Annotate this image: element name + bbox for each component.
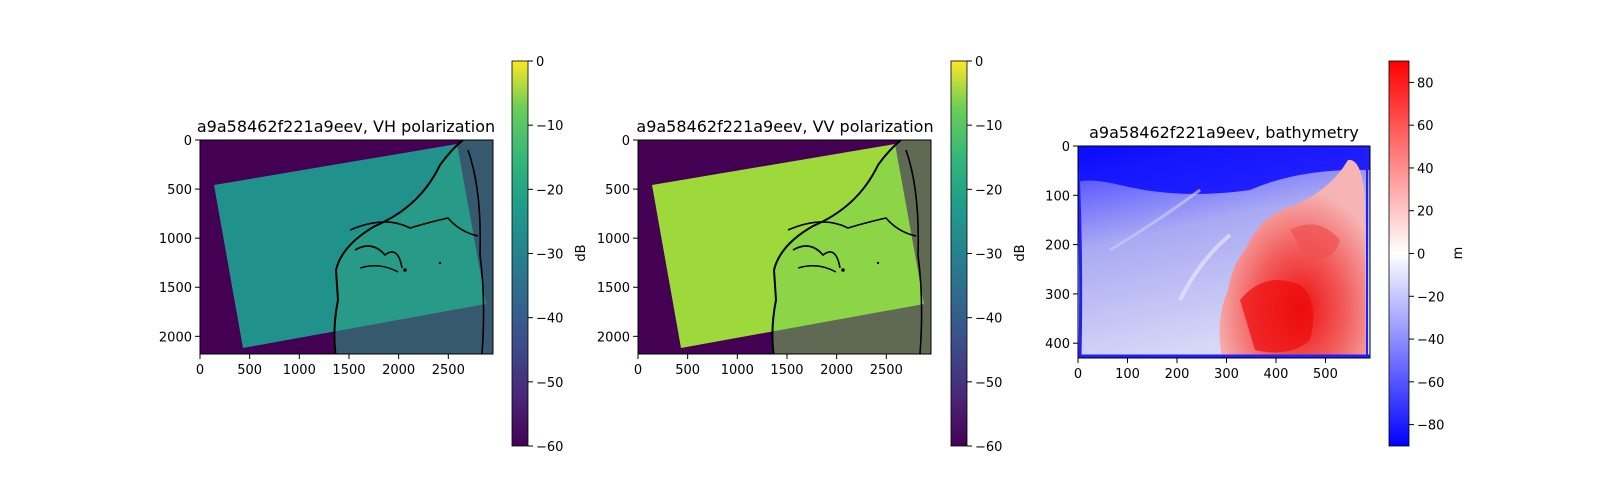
y-tick-label: 1500	[597, 281, 630, 296]
colorbar-tick-label: −50	[536, 376, 563, 391]
y-tick-label: 0	[622, 134, 630, 149]
colorbar-tick-label: −80	[1417, 419, 1444, 434]
x-tick-label: 1500	[332, 363, 365, 378]
x-tick-label: 100	[1115, 367, 1140, 382]
x-tick-label: 0	[1074, 367, 1082, 382]
vv-coastline	[771, 140, 903, 354]
colorbar-tick-label: −20	[536, 183, 563, 198]
colorbar-tick-label: 80	[1417, 76, 1434, 91]
vh-image	[200, 140, 493, 354]
bathymetry-colorbar-ticks: 80 60 40 20 0 −20 −40 −60 −80	[1409, 76, 1444, 434]
colorbar-tick-label: 60	[1417, 119, 1434, 134]
bathymetry-colorbar	[1388, 60, 1410, 447]
y-tick-label: 400	[1045, 337, 1070, 352]
bathymetry-image	[1078, 146, 1370, 358]
colorbar-tick-label: −30	[975, 248, 1002, 263]
x-tick-label: 2000	[382, 363, 415, 378]
colorbar-tick-label: 0	[975, 55, 983, 70]
y-tick-label: 100	[1045, 189, 1070, 204]
colorbar-tick-label: −10	[975, 119, 1002, 134]
y-tick-label: 1000	[159, 232, 192, 247]
x-tick-label: 0	[634, 363, 642, 378]
vh-colorbar-ticks: 0 −10 −20 −30 −40 −50 −60	[528, 55, 563, 455]
y-tick-label: 0	[1062, 140, 1070, 155]
x-tick-label: 2000	[820, 363, 853, 378]
panel-vh-polarization: a9a58462f221a9eev, VH polarization 0 500 1…	[159, 55, 589, 455]
y-tick-label: 300	[1045, 288, 1070, 303]
x-tick-label: 1000	[721, 363, 754, 378]
vv-colorbar	[950, 60, 968, 447]
y-tick-label: 0	[184, 134, 192, 149]
y-tick-label: 500	[605, 183, 630, 198]
panel-vh-title: a9a58462f221a9eev, VH polarization	[197, 117, 495, 136]
vh-axes-ticks: 0 500 1000 1500 2000 2500 0 500 1000 1500 2000	[159, 134, 465, 378]
colorbar-tick-label: 0	[536, 55, 544, 70]
y-tick-label: 1000	[597, 232, 630, 247]
x-tick-label: 300	[1214, 367, 1239, 382]
panel-bathymetry: a9a58462f221a9eev, bathymetry 0 100 200 300…	[1045, 60, 1466, 447]
vv-axes-ticks: 0 500 1000 1500 2000 2500 0 500 1000 1500 2000	[597, 134, 903, 378]
vh-colorbar-label: dB	[574, 244, 589, 261]
colorbar-tick-label: −40	[975, 312, 1002, 327]
x-tick-label: 500	[237, 363, 262, 378]
vv-colorbar-label: dB	[1013, 244, 1028, 261]
colorbar-tick-label: −20	[1417, 290, 1444, 305]
colorbar-tick-label: −60	[1417, 376, 1444, 391]
vh-coastline	[333, 140, 465, 354]
x-tick-label: 0	[196, 363, 204, 378]
x-tick-label: 2500	[870, 363, 903, 378]
colorbar-tick-label: 0	[1417, 248, 1425, 263]
y-tick-label: 2000	[159, 330, 192, 345]
bathymetry-axes-frame	[1077, 145, 1371, 359]
x-tick-label: 1500	[770, 363, 803, 378]
colorbar-tick-label: −50	[975, 376, 1002, 391]
colorbar-tick-label: −10	[536, 119, 563, 134]
vh-axes-frame	[199, 139, 494, 355]
vh-colorbar	[511, 60, 529, 447]
colorbar-tick-label: 20	[1417, 205, 1434, 220]
vv-colorbar-ticks: 0 −10 −20 −30 −40 −50 −60	[967, 55, 1002, 455]
bathymetry-axes-ticks: 0 100 200 300 400 500 0 100 200 300 400	[1045, 140, 1338, 382]
x-tick-label: 200	[1165, 367, 1190, 382]
colorbar-tick-label: −20	[975, 183, 1002, 198]
x-tick-label: 400	[1264, 367, 1289, 382]
colorbar-tick-label: −60	[975, 440, 1002, 455]
colorbar-tick-label: −30	[536, 248, 563, 263]
bathymetry-colorbar-label: m	[1451, 247, 1466, 260]
x-tick-label: 500	[1313, 367, 1338, 382]
colorbar-tick-label: −40	[536, 312, 563, 327]
y-tick-label: 2000	[597, 330, 630, 345]
x-tick-label: 500	[675, 363, 700, 378]
vv-image	[638, 140, 931, 354]
panel-vv-polarization: a9a58462f221a9eev, VV polarization 0 500 1…	[597, 55, 1028, 455]
y-tick-label: 500	[167, 183, 192, 198]
colorbar-tick-label: −60	[536, 440, 563, 455]
vv-axes-frame	[637, 139, 932, 355]
colorbar-tick-label: 40	[1417, 162, 1434, 177]
x-tick-label: 2500	[432, 363, 465, 378]
panel-vv-title: a9a58462f221a9eev, VV polarization	[636, 117, 933, 136]
y-tick-label: 200	[1045, 239, 1070, 254]
x-tick-label: 1000	[283, 363, 316, 378]
colorbar-tick-label: −40	[1417, 333, 1444, 348]
y-tick-label: 1500	[159, 281, 192, 296]
panel-bathymetry-title: a9a58462f221a9eev, bathymetry	[1089, 123, 1359, 142]
